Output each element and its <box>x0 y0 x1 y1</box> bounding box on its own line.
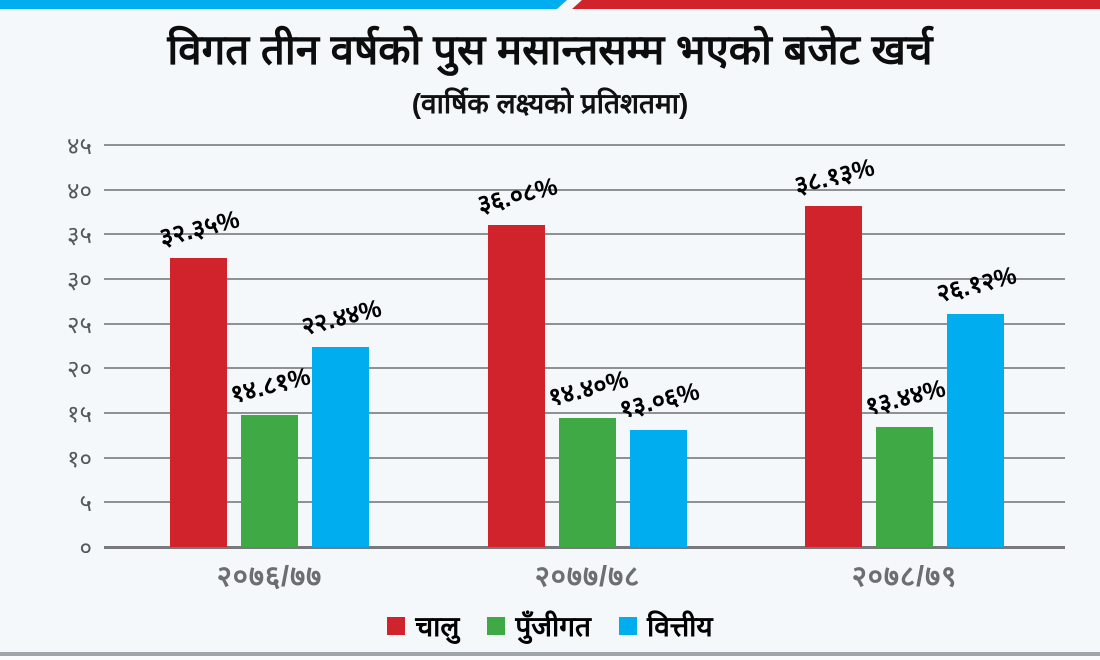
legend-swatch <box>619 617 638 635</box>
legend-item: वित्तीय <box>619 607 713 645</box>
bottom-divider <box>0 652 1100 656</box>
chart-title: विगत तीन वर्षको पुस मसान्तसम्म भएको बजेट… <box>167 26 933 73</box>
legend-swatch <box>487 617 506 635</box>
y-axis-tick-label: ४० <box>67 177 92 205</box>
gridline <box>104 412 1065 414</box>
gridline <box>104 144 1065 146</box>
bar <box>170 258 227 547</box>
bar-value-label: १३.४४% <box>862 374 949 421</box>
x-axis-label: २०७८/७९ <box>851 561 958 593</box>
bar-value-label: ३६.०८% <box>474 171 561 219</box>
gridline <box>104 367 1065 370</box>
y-axis-tick-label: २५ <box>67 311 92 339</box>
banner-right-stripe <box>572 0 1100 9</box>
y-axis-tick-label: १५ <box>67 401 92 428</box>
chart-subtitle: (वार्षिक लक्ष्यको प्रतिशतमा) <box>411 88 689 119</box>
x-axis-label: २०७७/७८ <box>534 561 641 593</box>
y-axis-tick-label: ३५ <box>67 222 92 250</box>
legend-item: पुँजीगत <box>487 607 591 645</box>
legend-swatch <box>387 617 406 635</box>
y-axis-tick-label: ३० <box>67 267 92 294</box>
bar-value-label: १४.८१% <box>227 361 314 409</box>
y-axis-tick-label: ५ <box>79 490 92 518</box>
bar-value-label: ३८.१३% <box>791 153 878 201</box>
x-axis-line <box>104 546 1065 549</box>
bar <box>241 414 298 547</box>
y-axis-tick-label: ४५ <box>67 133 92 160</box>
bar <box>805 206 862 547</box>
bar-value-label: २६.१२% <box>933 260 1020 308</box>
gridline <box>104 278 1065 280</box>
bar-value-label: ३२.३५% <box>156 205 243 253</box>
gridline <box>104 233 1065 236</box>
bar <box>559 418 616 547</box>
bar <box>630 430 687 547</box>
y-axis-tick-label: २० <box>67 356 92 384</box>
legend-item: चालु <box>387 607 459 645</box>
banner-left-stripe <box>0 0 567 9</box>
bar <box>488 224 545 547</box>
x-axis-label: २०७६/७७ <box>216 561 323 593</box>
bar <box>312 346 369 547</box>
gridline <box>104 188 1065 191</box>
chart-legend: चालु पुँजीगत वित्तीय <box>0 607 1100 645</box>
y-axis-tick-label: ० <box>79 535 92 562</box>
y-axis-tick-label: १० <box>67 445 92 473</box>
legend-label: पुँजीगत <box>515 611 592 642</box>
bar-value-label: २२.४४% <box>298 293 385 341</box>
legend-label: वित्तीय <box>647 611 713 642</box>
bar <box>947 313 1004 547</box>
bar <box>876 426 933 547</box>
legend-label: चालु <box>415 611 460 642</box>
bottom-strip <box>0 656 1100 660</box>
gridline <box>104 322 1065 325</box>
